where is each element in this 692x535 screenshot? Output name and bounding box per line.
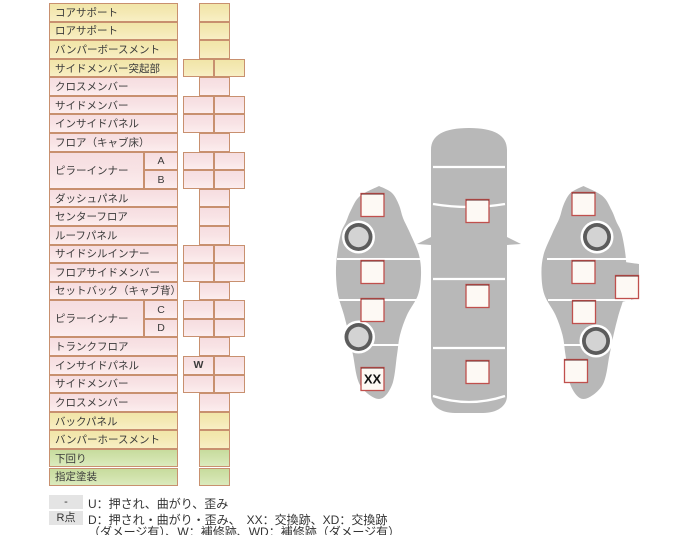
- svg-text:XX: XX: [364, 372, 382, 387]
